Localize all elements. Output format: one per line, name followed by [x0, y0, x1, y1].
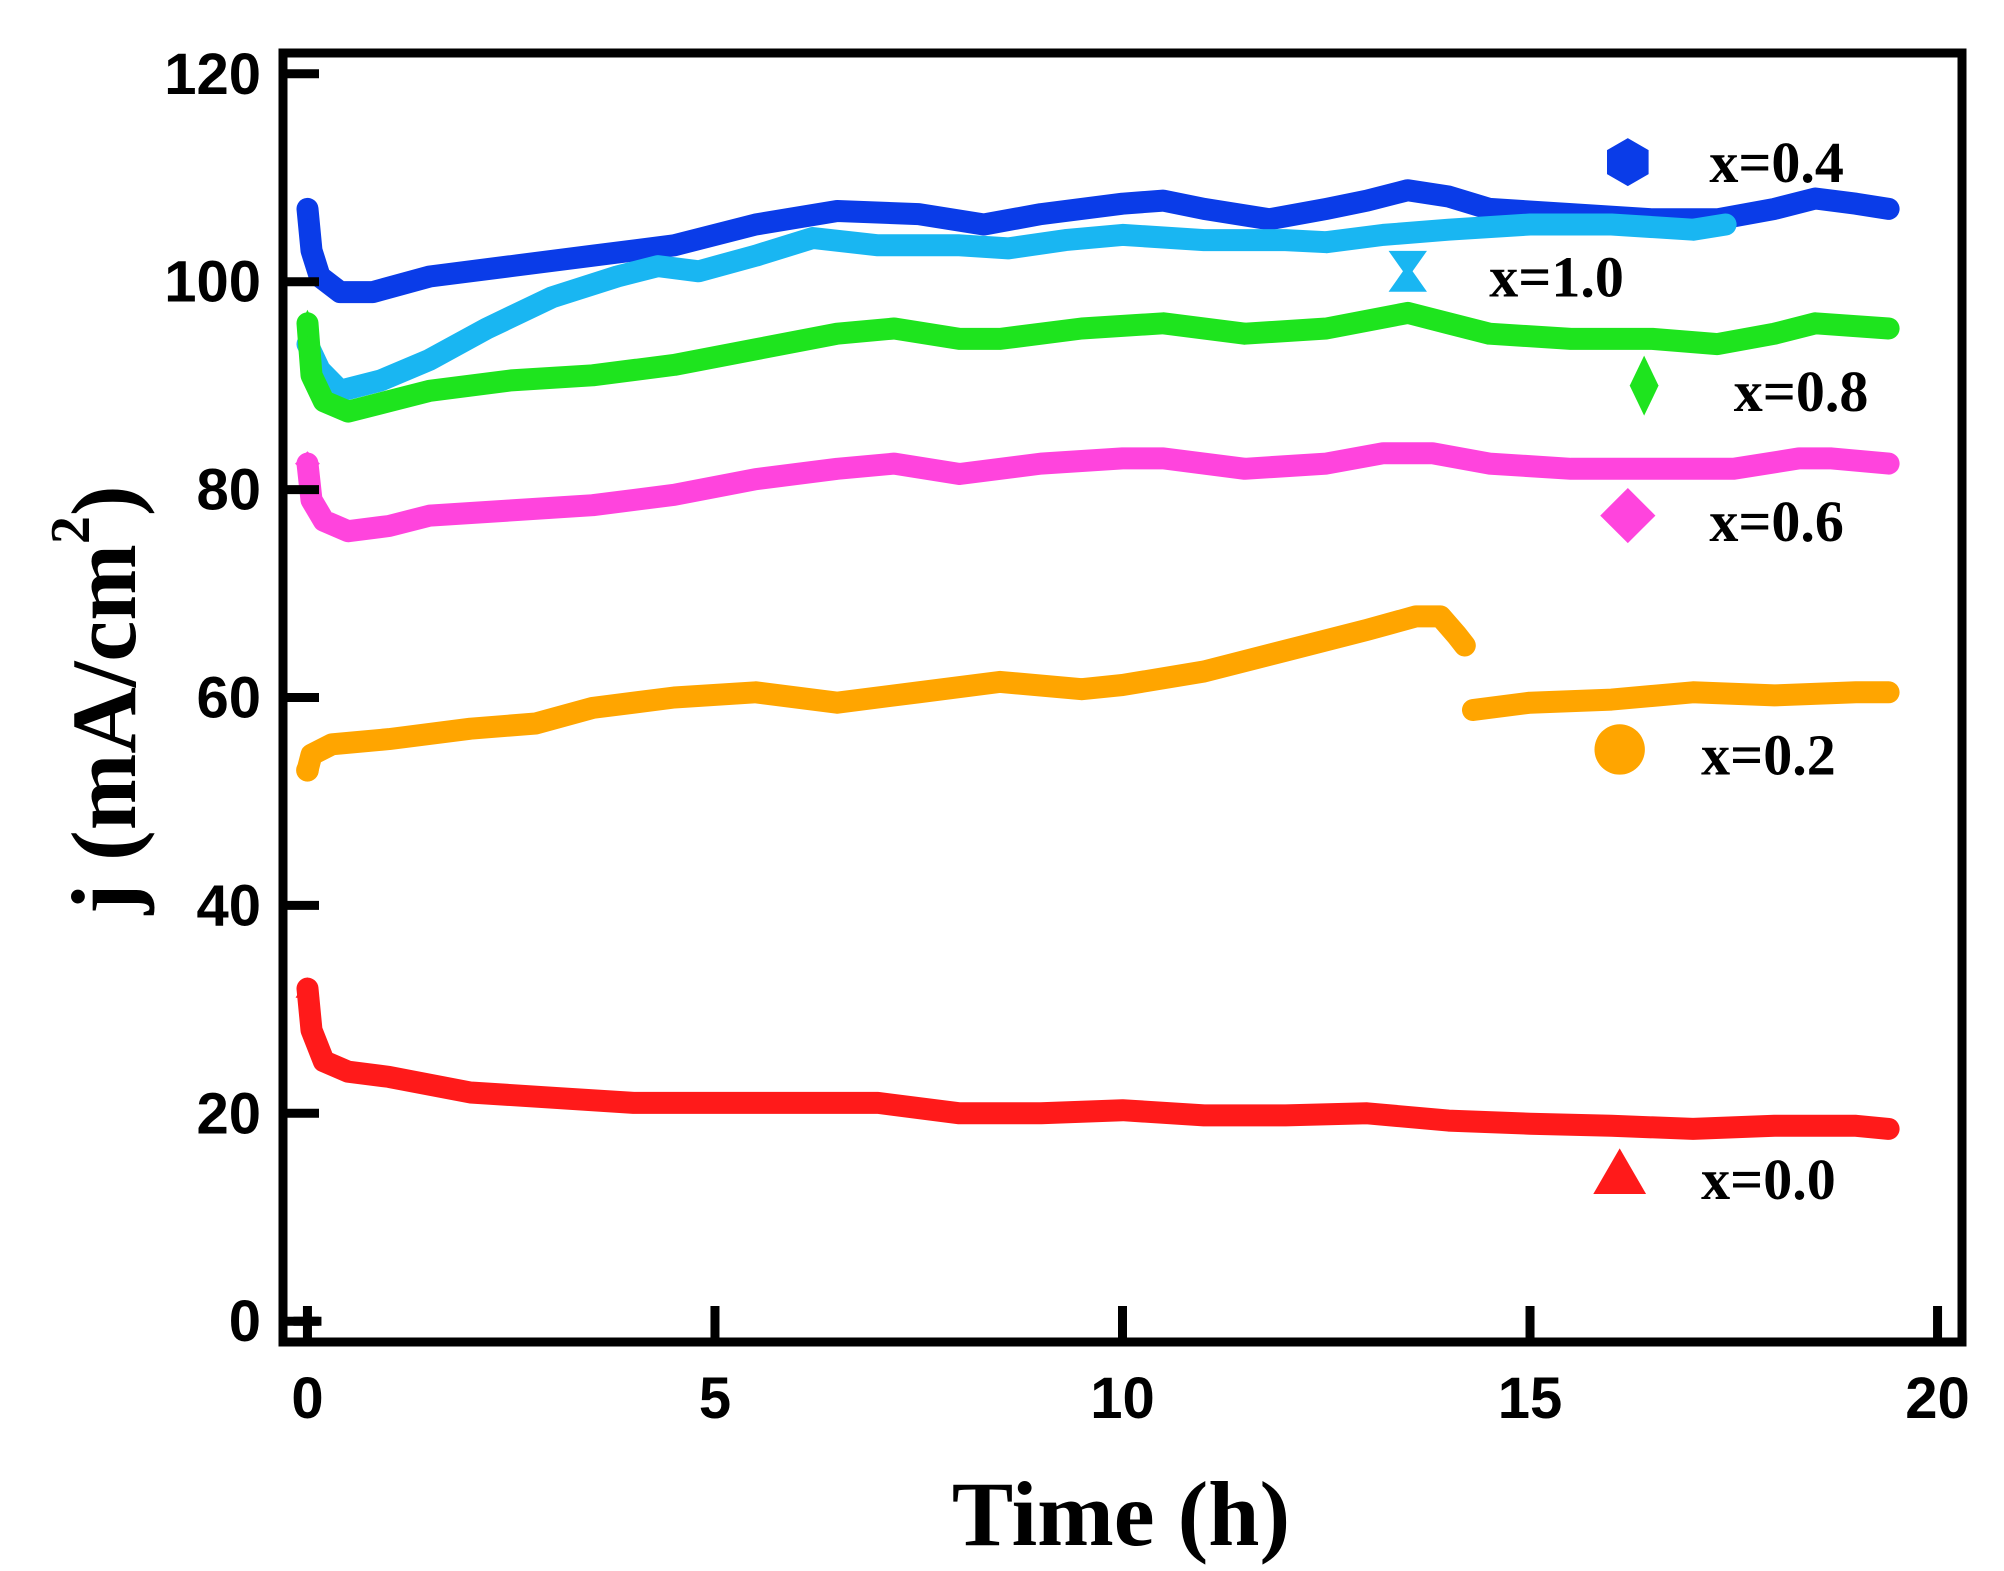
- series-line-x-0_2: [296, 605, 1476, 782]
- x-tick-label: 5: [699, 1366, 731, 1431]
- x-tick-label: 10: [1090, 1366, 1155, 1431]
- y-tick-label: 60: [196, 666, 261, 731]
- y-tick-label: 20: [196, 1081, 261, 1146]
- y-axis-title: j (mA/cm2): [40, 485, 155, 915]
- series-start-marker-x-0_2: [296, 758, 319, 782]
- legend-label-x-1_0: x=1.0: [1489, 244, 1624, 309]
- legend-marker-x-0_4: [1607, 138, 1649, 187]
- legend-label-x-0_4: x=0.4: [1709, 130, 1844, 195]
- series-line-x-0_8: [296, 301, 1900, 423]
- legend-label-x-0_0: x=0.0: [1701, 1147, 1836, 1212]
- series-layer: [295, 179, 1900, 1140]
- y-axis-title-close: ): [53, 485, 155, 516]
- y-axis-title-main: j (mA/cm: [53, 544, 155, 915]
- tick-layer: [283, 69, 1943, 1342]
- series-line-x-0_0: [296, 977, 1900, 1140]
- svg-text:j (mA/cm2): j (mA/cm2): [40, 485, 155, 915]
- series-start-marker-x-0_4: [298, 198, 317, 220]
- legend-marker-x-0_2: [1594, 724, 1645, 775]
- series-start-marker-x-0_0: [295, 977, 320, 998]
- y-tick-label: 120: [164, 42, 261, 107]
- series-line-x-1_0: [296, 213, 1737, 402]
- legend-marker-x-1_0: [1388, 250, 1427, 292]
- x-axis-title: Time (h): [952, 1463, 1290, 1565]
- x-tick-label: 20: [1905, 1366, 1970, 1431]
- legend-label-x-0_6: x=0.6: [1709, 489, 1844, 554]
- x-tick-label: 15: [1498, 1366, 1563, 1431]
- legend-label-x-0_8: x=0.8: [1734, 359, 1869, 424]
- series-line-x-0_6: [296, 442, 1900, 543]
- y-tick-label: 100: [164, 250, 261, 315]
- y-tick-label: 80: [196, 458, 261, 523]
- x-tick-label: 0: [291, 1366, 323, 1431]
- y-tick-label: 40: [196, 873, 261, 938]
- y-axis-title-sup: 2: [40, 516, 102, 544]
- series-line-x-0_2-segment-2: [1462, 681, 1900, 721]
- legend: x=0.4 x=1.0 x=0.8 x=0.6 x=0.2 x=0.0: [1388, 130, 1869, 1212]
- series-start-marker-x-0_6: [295, 451, 320, 477]
- legend-marker-x-0_0: [1593, 1148, 1647, 1194]
- legend-marker-x-0_8: [1629, 355, 1659, 416]
- legend-label-x-0_2: x=0.2: [1701, 723, 1836, 788]
- tick-label-layer: 0 5 10 15 20 0 20 40 60 80 100 120: [164, 42, 1970, 1431]
- series-start-marker-x-0_8: [300, 309, 314, 337]
- y-tick-label: 0: [229, 1289, 261, 1354]
- legend-marker-x-0_6: [1600, 487, 1656, 544]
